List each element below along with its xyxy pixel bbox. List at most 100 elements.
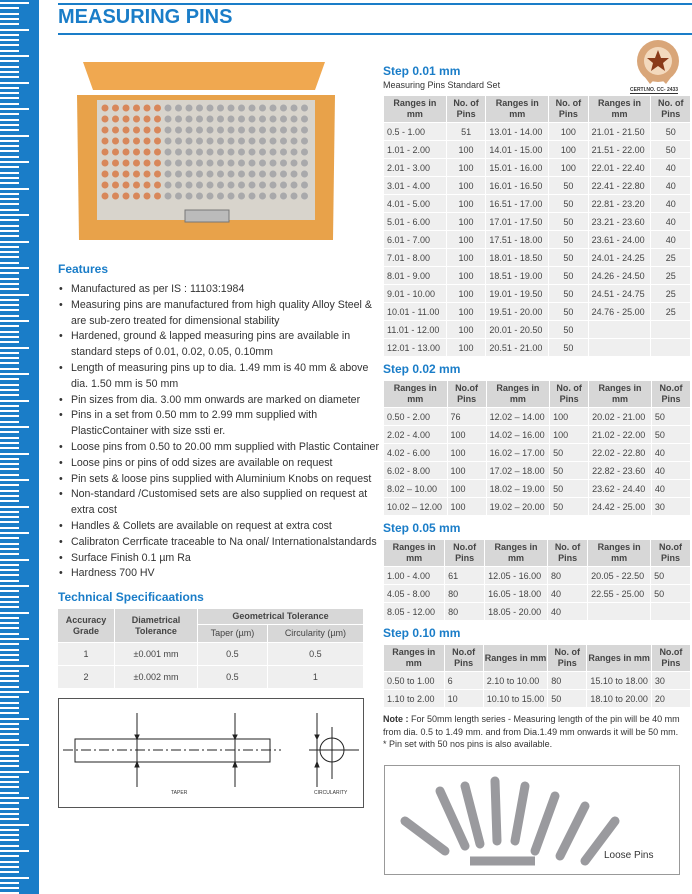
ruler-tick [0,150,19,153]
range-cell: 6.01 - 7.00 [384,231,446,248]
feature-item: Measuring pins are manufactured from hig… [58,298,380,330]
ruler-tick [0,834,19,837]
range-cell: 14.01 - 15.00 [486,141,549,158]
range-cell: 24.76 - 25.00 [588,303,651,320]
table-cell: 0.5 [198,643,267,666]
ruler-tick [0,251,19,254]
ruler-tick [0,473,19,476]
ruler-tick [0,378,19,381]
ruler-tick [0,500,19,503]
title-divider [58,33,692,35]
ruler-tick [0,171,19,174]
ruler-tick [0,775,19,778]
range-cell: 1.01 - 2.00 [384,141,446,158]
range-cell: 2.01 - 3.00 [384,159,446,176]
th-diam: Diametrical Tolerance [115,609,197,643]
pins-count-cell: 40 [651,159,690,176]
ruler-tick [0,759,19,762]
table-row: 8.05 - 12.00 80 18.05 - 20.00 40 [384,603,690,620]
ruler-tick [0,298,19,301]
pins-count-cell: 20 [651,690,690,707]
ruler-tick [0,108,29,110]
pins-count-cell: 50 [549,195,588,212]
range-cell: 19.02 – 20.00 [486,498,550,515]
ruler-tick [0,744,29,746]
ruler-tick [0,309,19,312]
ruler-tick [0,463,19,466]
ruler-tick [0,738,19,741]
ruler-tick [0,553,19,556]
range-cell: 8.02 – 10.00 [384,480,447,497]
ruler-tick [0,256,19,259]
table-row: 2.02 - 4.00 100 14.02 – 16.00 100 21.02 - 22… [384,426,690,443]
ruler-tick [0,102,19,105]
feature-item: Loose pins from 0.50 to 20.00 mm supplie… [58,440,380,456]
ruler-tick [0,494,19,497]
range-cell [588,321,651,338]
ruler-tick [0,892,19,894]
ruler-tick [0,123,19,126]
ruler-tick [0,420,19,423]
ruler-tick [0,696,19,699]
ruler-tick [0,542,19,545]
ruler-tick [0,452,29,455]
range-cell: 8.05 - 12.00 [384,603,445,620]
range-cell: 8.01 - 9.00 [384,267,446,284]
ruler-tick [0,44,19,47]
ruler-tick [0,214,29,216]
column-header: No.of Pins [651,381,690,407]
ruler-tick [0,532,29,534]
ruler-tick [0,622,19,625]
tech-spec-table: Accuracy Grade Diametrical Tolerance Geome… [57,608,364,689]
range-cell: 18.01 - 18.50 [486,249,549,266]
range-cell: 10.02 – 12.00 [384,498,447,515]
ruler-tick [0,627,19,630]
table-cell: 0.5 [198,666,267,689]
range-cell: 12.01 - 13.00 [384,339,446,356]
step-001-subheading: Measuring Pins Standard Set [383,80,501,90]
range-cell: 16.51 - 17.00 [486,195,549,212]
pins-count-cell: 100 [549,123,588,140]
features-heading: Features [58,262,109,276]
ruler-tick [0,410,19,413]
ruler-tick [0,871,19,874]
ruler-tick [0,648,19,651]
ruler-tick [0,579,19,582]
ruler-tick [0,887,19,890]
th-geo: Geometrical Tolerance [198,609,363,625]
range-cell: 24.01 - 24.25 [588,249,651,266]
ruler-tick [0,394,19,397]
ruler-tick [0,712,19,715]
pins-count-cell: 100 [549,141,588,158]
range-cell: 20.02 - 21.00 [589,408,651,425]
pins-count-cell [651,603,690,620]
feature-item: Manufactured as per IS : 11103:1984 [58,282,380,298]
ruler-tick [0,330,19,333]
table-row: 4.02 - 6.00 100 16.02 – 17.00 50 22.02 - 22.… [384,444,690,461]
ruler-tick [0,335,19,338]
pins-count-cell: 100 [447,462,486,479]
column-header: Ranges in mm [485,540,548,566]
ruler-tick [0,855,19,858]
ruler-tick [0,749,19,752]
ruler-tick [0,288,19,291]
range-cell: 18.02 – 19.00 [486,480,550,497]
table-row: 1.01 - 2.00 100 14.01 - 15.00 100 21.51 - 22… [384,141,690,158]
range-cell: 0.50 to 1.00 [384,672,444,689]
pins-count-cell: 100 [446,303,486,320]
ruler-tick [0,166,19,169]
pins-count-cell: 100 [446,195,486,212]
pins-count-cell: 50 [550,444,589,461]
ruler-tick [0,781,19,784]
ruler-tick [0,590,19,593]
pins-count-cell: 100 [446,285,486,302]
ruler-tick [0,447,19,450]
range-cell: 2.02 - 4.00 [384,426,447,443]
range-cell: 17.02 – 18.00 [486,462,550,479]
pins-count-cell: 40 [651,444,690,461]
range-cell: 19.51 - 20.00 [486,303,549,320]
pins-count-cell: 100 [446,267,486,284]
pins-count-cell: 50 [549,213,588,230]
ruler-tick [0,187,29,190]
ruler-tick [0,76,19,79]
